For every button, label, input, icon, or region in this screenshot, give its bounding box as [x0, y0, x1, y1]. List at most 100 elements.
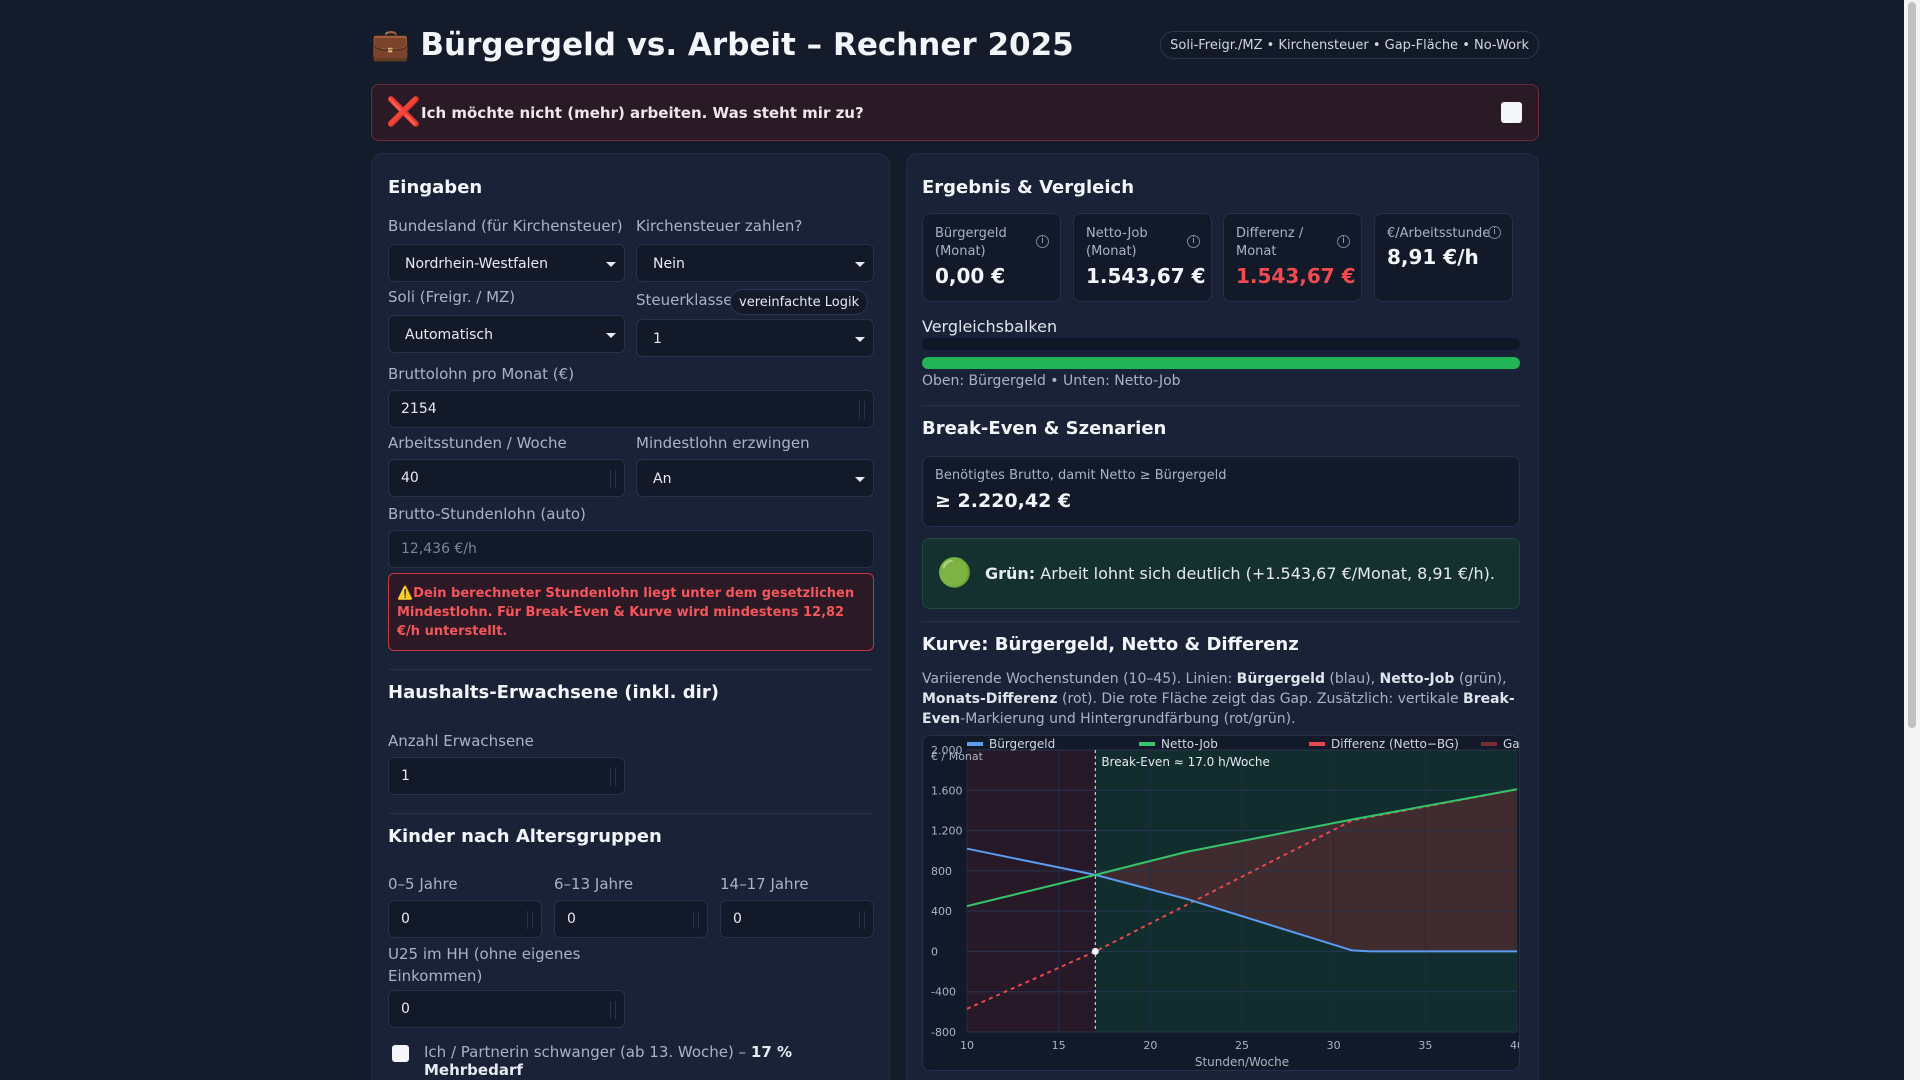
y-tick-label: -400 — [931, 986, 956, 999]
info-icon[interactable]: i — [1187, 235, 1200, 248]
y-tick-label: 1.200 — [931, 825, 963, 838]
stundenlohn-readonly: 12,436 €/h — [388, 530, 874, 568]
spinner-icon[interactable] — [859, 401, 865, 419]
x-tick-label: 40 — [1510, 1039, 1520, 1052]
cross-icon: ❌ — [386, 95, 421, 128]
desc-text: Variierende Wochenstunden (10–45). Linie… — [922, 671, 1237, 687]
brutto-value: 2154 — [401, 401, 437, 417]
kids-0-5-input[interactable]: 0 — [388, 900, 542, 938]
feature-tags: Soli-Freigr./MZ • Kirchensteuer • Gap-Fl… — [1160, 31, 1539, 59]
y-tick-label: 400 — [931, 905, 952, 918]
card-title: Netto-Job (Monat) — [1086, 226, 1148, 259]
soli-label: Soli (Freigr. / MZ) — [388, 288, 516, 306]
kids-14-17-input[interactable]: 0 — [720, 900, 874, 938]
mindestlohn-label: Mindestlohn erzwingen — [636, 434, 810, 452]
kids-0-5-value: 0 — [401, 911, 410, 927]
kids-6-13-input[interactable]: 0 — [554, 900, 708, 938]
mindestlohn-select[interactable]: An — [636, 459, 874, 497]
required-brutto-value: ≥ 2.220,42 € — [935, 490, 1072, 512]
adults-input[interactable]: 1 — [388, 757, 625, 795]
legend-entry: Netto-Job — [1161, 737, 1218, 751]
info-icon[interactable]: i — [1036, 235, 1049, 248]
differenz-card: Differenz / Monat i 1.543,67 € — [1223, 213, 1362, 302]
y-tick-label: 0 — [931, 945, 938, 958]
netto-bar-track — [922, 357, 1520, 369]
no-work-label: Ich möchte nicht (mehr) arbeiten. Was st… — [421, 104, 864, 122]
steuerklasse-select[interactable]: 1 — [636, 319, 874, 357]
stunden-input[interactable]: 40 — [388, 459, 625, 497]
break-even-point — [1091, 947, 1099, 955]
legend-swatch — [1139, 742, 1155, 746]
steuerklasse-label: Steuerklasse — [636, 291, 733, 309]
divider — [388, 669, 874, 670]
x-tick-label: 30 — [1327, 1039, 1341, 1052]
stundenlohn-label: Brutto-Stundenlohn (auto) — [388, 505, 586, 523]
desc-text: (grün), — [1454, 671, 1507, 687]
bundesland-select[interactable]: Nordrhein-Westfalen — [388, 244, 625, 282]
x-tick-label: 10 — [960, 1039, 974, 1052]
no-work-banner[interactable]: ❌ Ich möchte nicht (mehr) arbeiten. Was … — [371, 84, 1539, 141]
legend-swatch — [1481, 742, 1497, 746]
legend-swatch — [967, 742, 983, 746]
divider — [922, 405, 1520, 406]
brutto-input[interactable]: 2154 — [388, 390, 874, 428]
desc-bold: Netto-Job — [1379, 671, 1455, 687]
bars-caption: Oben: Bürgergeld • Unten: Netto-Job — [922, 373, 1181, 389]
break-even-annotation: Break-Even ≈ 17.0 h/Woche — [1101, 755, 1270, 769]
legend-swatch — [1309, 742, 1325, 746]
brutto-label: Bruttolohn pro Monat (€) — [388, 365, 575, 383]
pregnant-checkbox[interactable] — [392, 1045, 409, 1062]
desc-bold: Break-Even — [922, 691, 1515, 727]
info-icon[interactable]: i — [1488, 226, 1501, 239]
x-tick-label: 15 — [1052, 1039, 1066, 1052]
app-container: 💼 Bürgergeld vs. Arbeit – Rechner 2025 S… — [371, 0, 1539, 1080]
kids-14-17-label: 14–17 Jahre — [720, 875, 809, 893]
kids-14-17-value: 0 — [733, 911, 742, 927]
spinner-icon[interactable] — [610, 1001, 616, 1019]
scrollbar-thumb[interactable] — [1908, 2, 1916, 728]
verdict-text: Grün: Arbeit lohnt sich deutlich (+1.543… — [985, 564, 1495, 583]
desc-text: -Markierung und Hintergrundfärbung (rot/… — [960, 711, 1296, 727]
stunden-label: Arbeitsstunden / Woche — [388, 434, 567, 452]
spinner-icon[interactable] — [610, 768, 616, 786]
y-tick-label: -800 — [931, 1026, 956, 1039]
x-tick-label: 35 — [1418, 1039, 1432, 1052]
required-brutto-box: Benötigtes Brutto, damit Netto ≥ Bürgerg… — [922, 456, 1520, 527]
divider — [922, 621, 1520, 622]
spinner-icon[interactable] — [610, 470, 616, 488]
page-scrollbar[interactable] — [1904, 0, 1920, 1080]
kids-6-13-value: 0 — [567, 911, 576, 927]
divider — [388, 813, 874, 814]
kirchensteuer-select[interactable]: Nein — [636, 244, 874, 282]
x-tick-label: 20 — [1143, 1039, 1157, 1052]
soli-select[interactable]: Automatisch — [388, 315, 625, 353]
series-line-buergergeld — [966, 847, 1517, 953]
results-panel: Ergebnis & Vergleich Bürgergeld (Monat) … — [906, 153, 1539, 1080]
page-title: 💼 Bürgergeld vs. Arbeit – Rechner 2025 — [371, 27, 1074, 63]
y-tick-label: 800 — [931, 865, 952, 878]
y-tick-label: 1.600 — [931, 784, 963, 797]
mindestlohn-warning: ⚠️Dein berechneter Stundenlohn liegt unt… — [388, 573, 874, 651]
info-icon[interactable]: i — [1337, 235, 1350, 248]
u25-value: 0 — [401, 1001, 410, 1017]
spinner-icon[interactable] — [693, 911, 699, 929]
no-work-checkbox[interactable] — [1501, 102, 1522, 123]
card-value: 1.543,67 € — [1236, 264, 1356, 288]
verdict-box: 🟢 Grün: Arbeit lohnt sich deutlich (+1.5… — [922, 538, 1520, 609]
u25-input[interactable]: 0 — [388, 990, 625, 1028]
bundesland-value: Nordrhein-Westfalen — [405, 256, 548, 272]
card-value: 8,91 €/h — [1387, 245, 1479, 269]
curve-chart: -800 -400 0 400 800 1.200 1.600 2.000 10 15 20 25 30… — [922, 735, 1520, 1071]
buergergeld-bar-track — [922, 338, 1520, 350]
series-line-netto-job — [966, 788, 1518, 908]
kirchensteuer-value: Nein — [653, 256, 685, 272]
required-brutto-label: Benötigtes Brutto, damit Netto ≥ Bürgerg… — [935, 468, 1227, 483]
bars-label: Vergleichsbalken — [922, 317, 1058, 336]
spinner-icon[interactable] — [527, 911, 533, 929]
desc-text: (blau), — [1324, 671, 1380, 687]
verdict-bold: Grün: — [985, 564, 1036, 583]
mindestlohn-value: An — [653, 471, 672, 487]
spinner-icon[interactable] — [859, 911, 865, 929]
desc-bold: Monats-Differenz — [922, 691, 1058, 707]
x-axis-label: Stunden/Woche — [1195, 1055, 1289, 1069]
